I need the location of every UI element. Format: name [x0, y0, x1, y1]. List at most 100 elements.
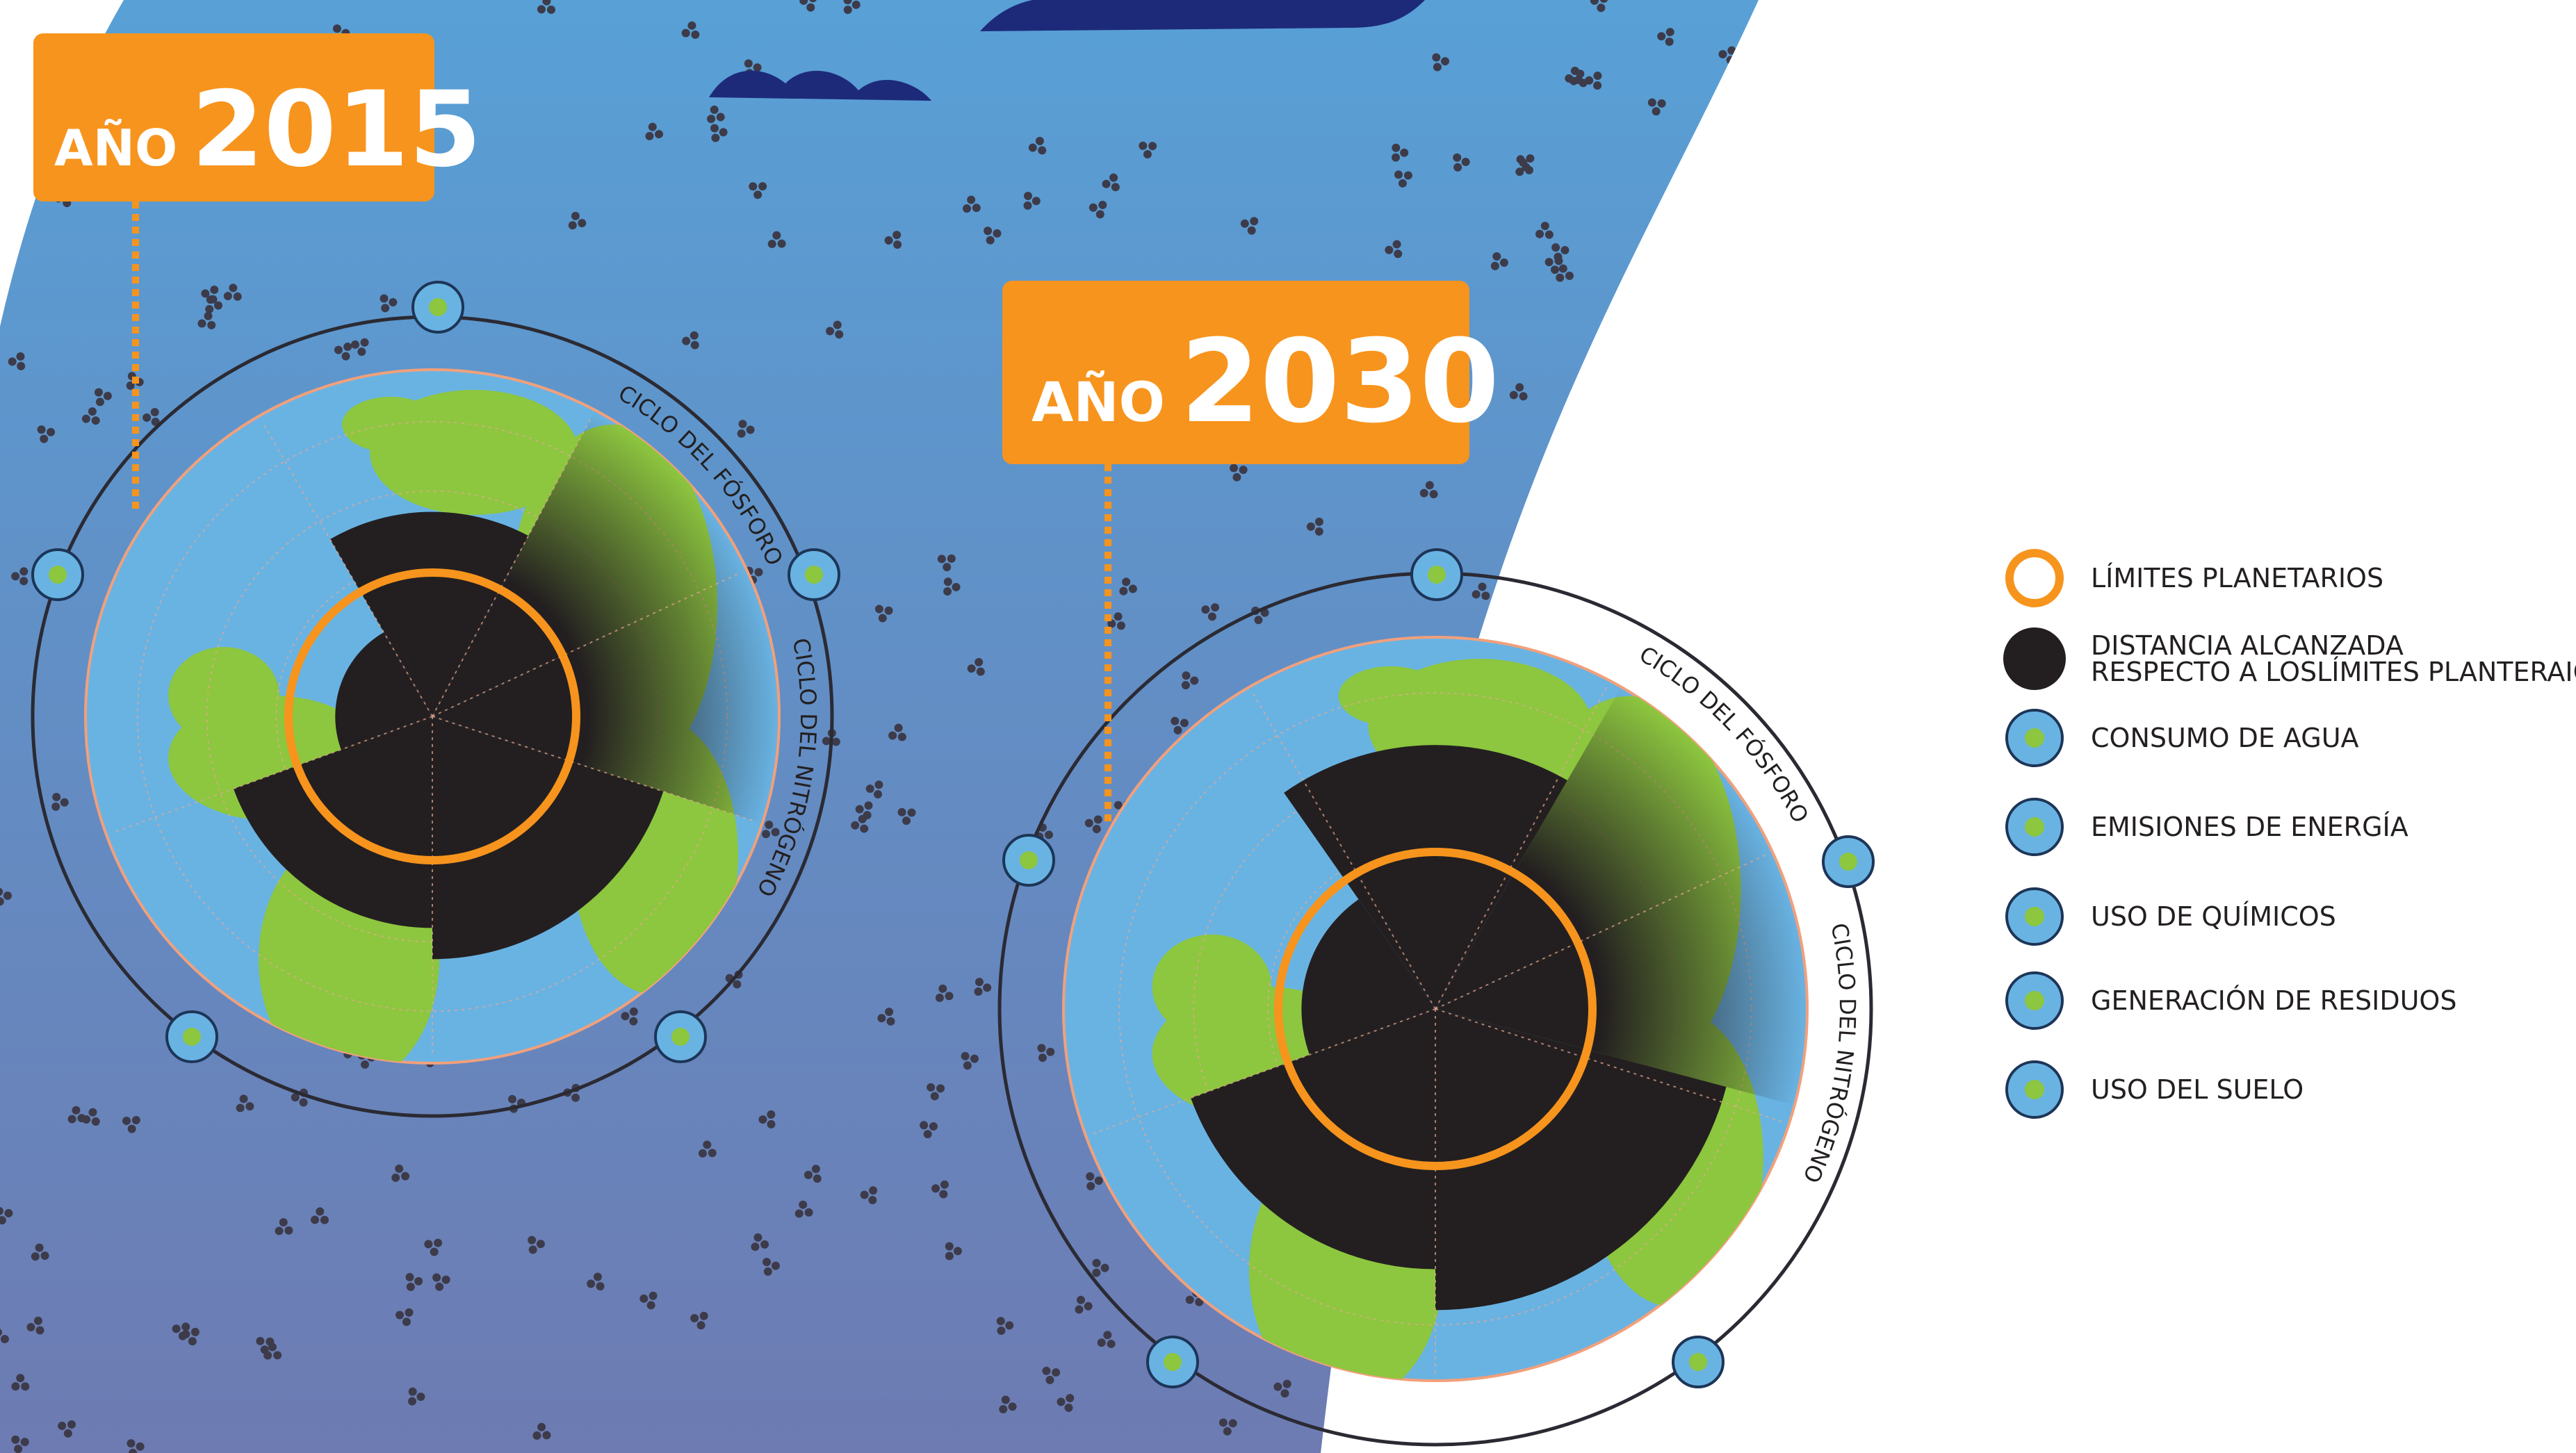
- particle-dot: [11, 1435, 20, 1444]
- particle-dot: [1086, 1172, 1095, 1181]
- particle: [1273, 1379, 1291, 1398]
- particle: [1023, 191, 1041, 210]
- particle-dot: [945, 1242, 954, 1251]
- particle: [1565, 66, 1583, 85]
- particle-dot: [1064, 1403, 1073, 1412]
- particle: [1490, 252, 1508, 270]
- particle-dot: [279, 1218, 288, 1227]
- particle-dot: [268, 1343, 277, 1352]
- particle-dot: [874, 780, 883, 789]
- particle-dot: [1695, 438, 1704, 447]
- particle-dot: [35, 1243, 44, 1252]
- continent: [342, 397, 439, 452]
- particle-dot: [738, 420, 747, 429]
- particle: [999, 1395, 1017, 1413]
- particle-dot: [528, 1245, 537, 1254]
- particle: [223, 284, 242, 301]
- particle-dot: [343, 343, 352, 352]
- particle: [1716, 99, 1734, 118]
- particle-dot: [360, 1060, 369, 1069]
- particle: [962, 195, 981, 213]
- particle-dot: [72, 1106, 81, 1115]
- particle-dot: [1232, 473, 1241, 482]
- particle-dot: [214, 301, 223, 310]
- particle-dot: [1211, 603, 1220, 612]
- particle-dot: [1647, 98, 1656, 107]
- particle-dot: [1492, 252, 1501, 261]
- particle-dot: [1652, 445, 1661, 454]
- particle: [1509, 383, 1528, 401]
- particle-dot: [893, 240, 902, 249]
- particle: [51, 793, 69, 811]
- legend-label: LÍMITES PLANETARIOS: [2091, 563, 2383, 593]
- particle-dot: [761, 830, 770, 839]
- particle-dot: [648, 122, 657, 131]
- particle-dot: [51, 802, 60, 811]
- particle-dot: [1665, 38, 1674, 47]
- particle-dot: [201, 289, 210, 298]
- particle-dot: [405, 1308, 414, 1317]
- particle: [1028, 136, 1047, 155]
- particle-dot: [1001, 1395, 1010, 1404]
- particle-dot: [1657, 32, 1666, 41]
- particle-dot: [1045, 830, 1054, 839]
- particle-dot: [765, 821, 774, 830]
- particle-dot: [1461, 157, 1470, 166]
- particle-dot: [291, 1093, 300, 1102]
- particle-dot: [151, 418, 160, 427]
- particle: [710, 124, 728, 142]
- particle-dot: [746, 425, 755, 434]
- particle-dot: [813, 1174, 822, 1183]
- arc-label-text: CICLO DEL NITRÓGENO: [1798, 921, 1861, 1187]
- particle-dot: [334, 345, 343, 354]
- particle-dot: [943, 577, 952, 586]
- particle-dot: [1084, 1302, 1093, 1311]
- particle-dot: [401, 1172, 410, 1181]
- particle-dot: [1453, 163, 1462, 172]
- particle: [0, 1328, 9, 1344]
- particle: [937, 554, 956, 572]
- particle-dot: [95, 397, 104, 407]
- particle-dot: [1046, 1047, 1055, 1056]
- particle: [1472, 582, 1490, 600]
- particle-dot: [865, 785, 874, 794]
- particle-dot: [223, 292, 232, 301]
- particle-dot: [682, 336, 691, 345]
- particle: [1086, 1172, 1103, 1190]
- radial-line: [1435, 854, 1766, 1010]
- particle-dot: [11, 572, 20, 581]
- particle-dot: [687, 21, 696, 30]
- particle: [58, 1420, 76, 1438]
- wave: [709, 70, 931, 101]
- particle-dot: [975, 978, 984, 987]
- particle: [11, 1374, 30, 1391]
- particle-dot: [970, 1054, 979, 1063]
- particle-dot: [1148, 142, 1157, 151]
- particle-dot: [699, 1311, 708, 1320]
- particle-dot: [794, 1209, 804, 1218]
- particle-dot: [1201, 605, 1210, 614]
- particle: [1201, 603, 1220, 621]
- particle-dot: [1385, 245, 1394, 254]
- particle-dot: [920, 1121, 929, 1130]
- particle-dot: [753, 190, 763, 199]
- particle: [26, 1316, 44, 1335]
- particle-dot: [380, 294, 389, 303]
- particle-dot: [1565, 74, 1574, 83]
- particle-dot: [1684, 516, 1693, 525]
- icon-mark: [671, 1028, 690, 1046]
- particle-dot: [1114, 612, 1123, 621]
- particle-dot: [1704, 641, 1713, 650]
- particle-dot: [767, 1119, 776, 1128]
- particle-dot: [1023, 191, 1032, 200]
- particle: [763, 1258, 780, 1276]
- particle: [568, 211, 587, 230]
- particle-dot: [1652, 107, 1661, 116]
- particle: [1391, 143, 1409, 162]
- particle-dot: [1128, 584, 1137, 593]
- particle-dot: [209, 295, 218, 304]
- particle-dot: [1504, 1380, 1513, 1389]
- particle-dot: [1400, 148, 1409, 157]
- particle-dot: [681, 28, 690, 38]
- particle: [961, 1051, 979, 1070]
